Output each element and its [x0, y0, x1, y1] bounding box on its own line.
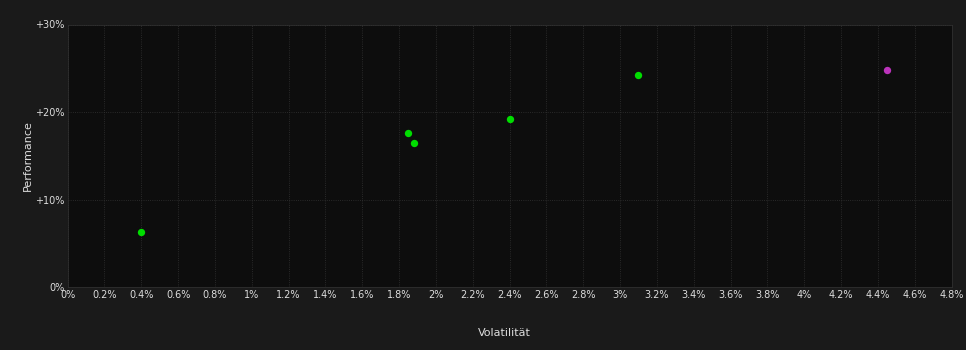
Point	[879, 67, 895, 73]
Point	[502, 116, 518, 122]
Text: Volatilität: Volatilität	[478, 328, 530, 337]
Point	[406, 140, 421, 146]
Y-axis label: Performance: Performance	[22, 120, 33, 191]
Point	[133, 229, 149, 234]
Point	[401, 130, 416, 136]
Point	[631, 72, 646, 78]
